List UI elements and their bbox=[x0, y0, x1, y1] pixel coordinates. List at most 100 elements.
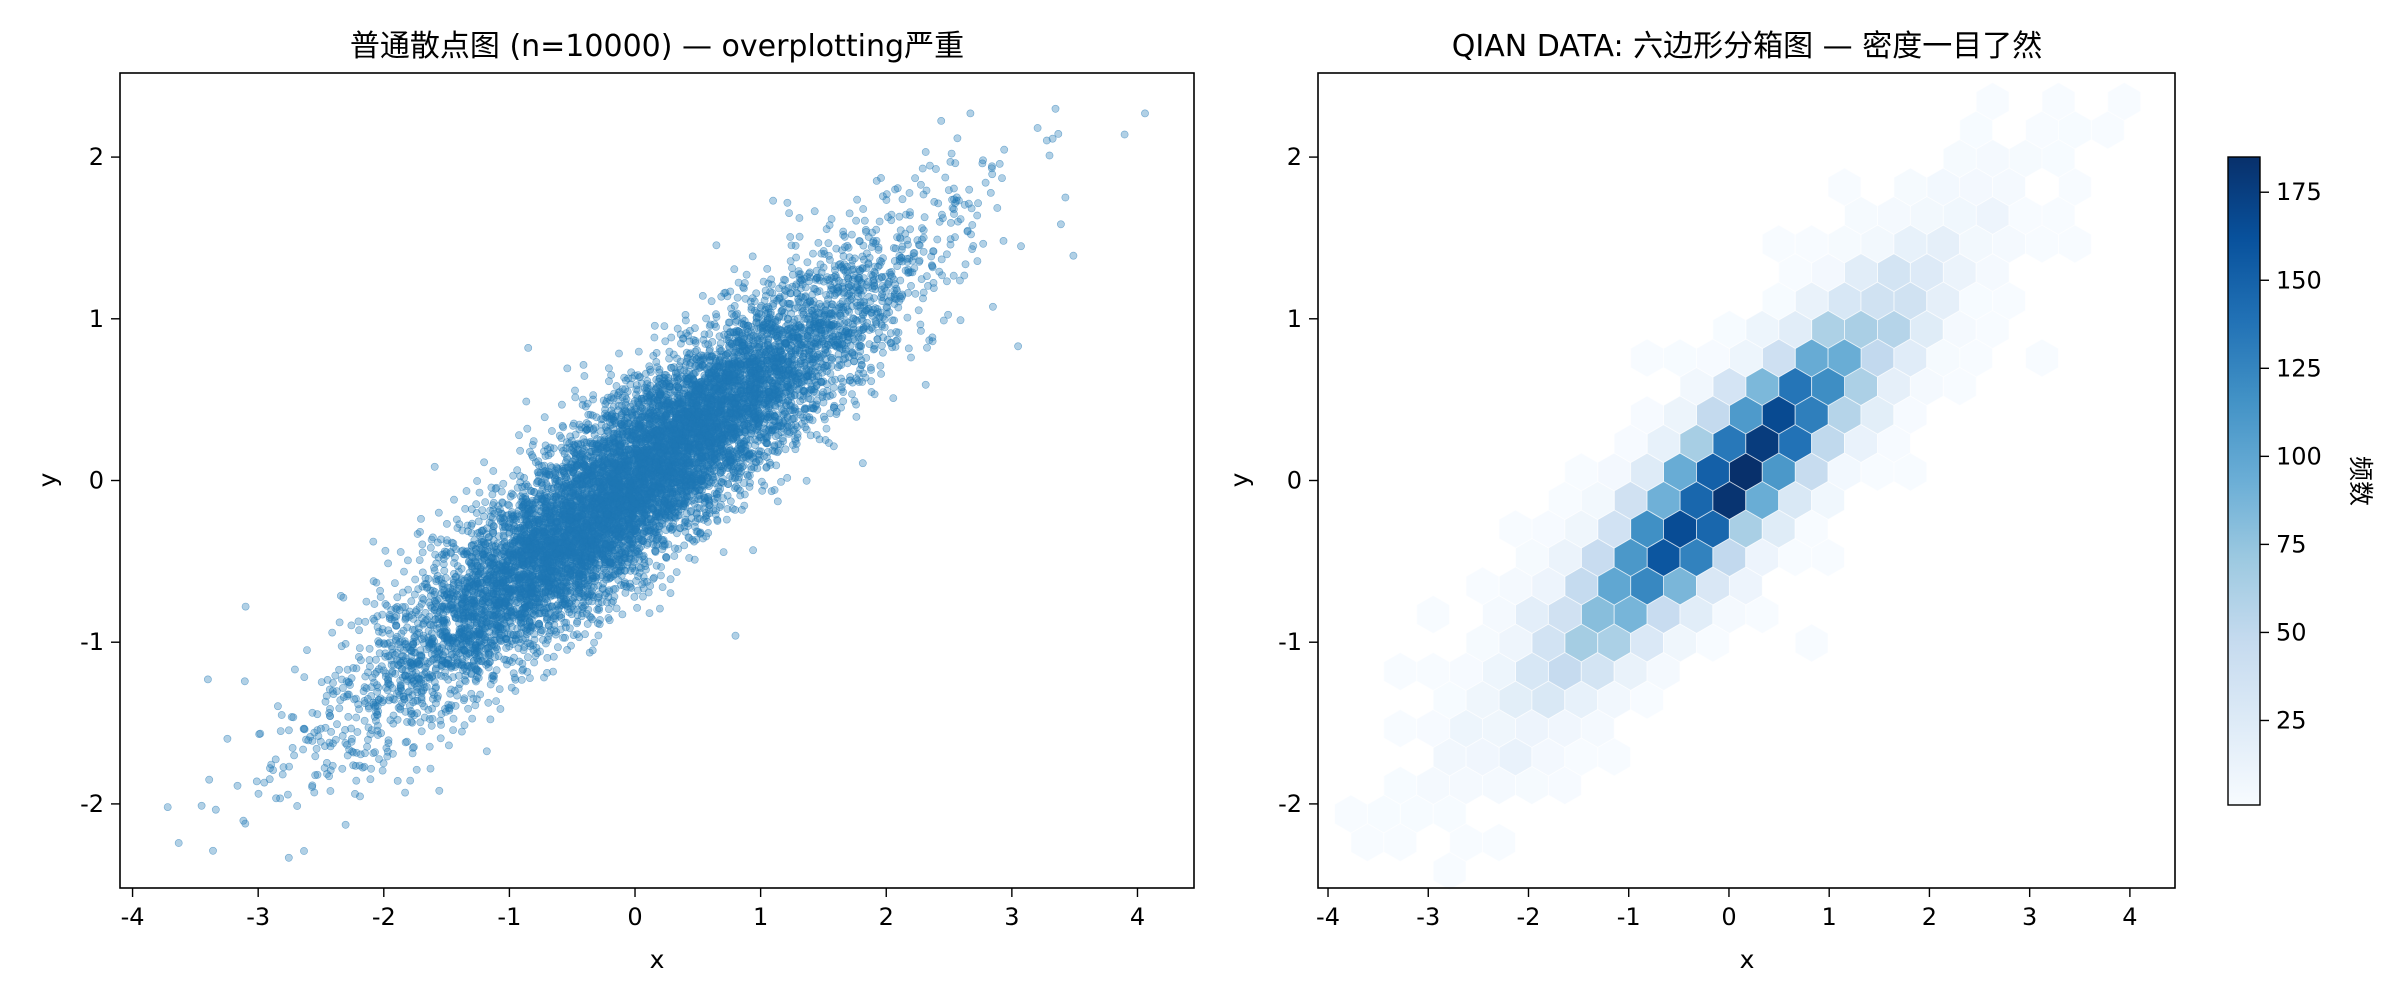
scatter-point bbox=[540, 413, 549, 422]
scatter-point bbox=[457, 564, 466, 573]
scatter-point bbox=[607, 371, 615, 379]
scatter-point bbox=[364, 735, 372, 744]
scatter-point bbox=[495, 685, 504, 693]
scatter-point bbox=[890, 316, 898, 325]
scatter-point bbox=[530, 658, 539, 667]
scatter-point bbox=[951, 159, 960, 168]
scatter-point bbox=[354, 617, 363, 626]
scatter-point bbox=[358, 763, 367, 772]
scatter-point bbox=[946, 157, 955, 166]
scatter-point bbox=[338, 764, 347, 773]
scatter-point bbox=[416, 528, 424, 536]
scatter-point bbox=[355, 705, 363, 714]
scatter-point bbox=[802, 476, 811, 485]
scatter-point bbox=[933, 235, 942, 244]
scatter-point bbox=[749, 546, 757, 555]
scatter-point bbox=[436, 734, 445, 743]
scatter-point bbox=[468, 714, 477, 723]
scatter-point bbox=[427, 721, 436, 730]
scatter-point bbox=[630, 593, 639, 601]
scatter-point bbox=[452, 515, 461, 524]
scatter-point bbox=[943, 277, 951, 286]
scatter-point bbox=[803, 258, 812, 267]
scatter-point bbox=[667, 333, 676, 342]
scatter-point bbox=[780, 275, 788, 284]
scatter-point bbox=[822, 424, 831, 433]
scatter-point bbox=[355, 644, 364, 652]
scatter-point bbox=[352, 776, 361, 785]
scatter-point bbox=[995, 159, 1004, 168]
scatter-point bbox=[848, 390, 856, 398]
scatter-point bbox=[354, 653, 363, 661]
scatter-point bbox=[365, 644, 374, 653]
scatter-point bbox=[882, 190, 891, 199]
scatter-point bbox=[786, 257, 795, 265]
scatter-point bbox=[712, 241, 721, 250]
scatter-point bbox=[361, 749, 369, 758]
scatter-point bbox=[254, 789, 263, 798]
scatter-point bbox=[579, 360, 588, 369]
scatter-point bbox=[820, 415, 829, 424]
scatter-point bbox=[571, 393, 580, 402]
scatter-point bbox=[680, 541, 689, 550]
scatter-point bbox=[767, 280, 776, 289]
scatter-point bbox=[876, 361, 885, 370]
scatter-point bbox=[859, 241, 868, 250]
scatter-point bbox=[787, 241, 796, 250]
scatter-point bbox=[511, 687, 520, 695]
scatter-point bbox=[875, 217, 884, 226]
scatter-point bbox=[390, 579, 399, 587]
scatter-point bbox=[960, 200, 969, 209]
scatter-point bbox=[657, 571, 665, 580]
scatter-point bbox=[961, 260, 970, 269]
scatter-point bbox=[462, 487, 471, 495]
scatter-point bbox=[953, 134, 962, 143]
scatter-point bbox=[255, 730, 264, 738]
scatter-points bbox=[163, 104, 1149, 862]
scatter-point bbox=[426, 764, 435, 773]
scatter-point bbox=[669, 350, 678, 359]
scatter-point bbox=[376, 593, 385, 601]
scatter-point bbox=[917, 180, 925, 189]
scatter-point bbox=[415, 556, 424, 564]
scatter-point bbox=[987, 164, 996, 173]
scatter-point bbox=[453, 524, 462, 532]
scatter-point bbox=[590, 638, 598, 647]
scatter-point bbox=[922, 186, 931, 195]
scatter-point bbox=[352, 713, 361, 722]
scatter-point bbox=[893, 184, 902, 193]
scatter-point bbox=[515, 431, 523, 440]
scatter-point bbox=[367, 726, 376, 734]
scatter-point bbox=[440, 566, 449, 575]
scatter-point bbox=[666, 589, 675, 597]
scatter-point bbox=[375, 755, 383, 763]
scatter-point bbox=[785, 209, 793, 217]
scatter-point bbox=[845, 209, 854, 218]
scatter-point bbox=[240, 677, 249, 686]
scatter-point bbox=[705, 330, 714, 338]
scatter-point bbox=[569, 631, 578, 639]
scatter-point bbox=[279, 763, 288, 772]
scatter-point bbox=[967, 230, 975, 239]
scatter-point bbox=[475, 488, 484, 497]
scatter-point bbox=[271, 755, 280, 764]
scatter-point bbox=[814, 238, 823, 247]
scatter-point bbox=[897, 245, 906, 254]
scatter-point bbox=[645, 609, 654, 617]
scatter-point bbox=[428, 704, 436, 713]
scatter-point bbox=[418, 548, 427, 557]
scatter-point bbox=[589, 395, 597, 404]
scatter-point bbox=[278, 770, 287, 779]
scatter-point bbox=[303, 646, 311, 654]
scatter-point bbox=[555, 431, 564, 440]
scatter-point bbox=[605, 364, 613, 373]
scatter-panel: 普通散点图 (n=10000) — overplotting严重 -4 -3 -2-… bbox=[33, 29, 1195, 974]
scatter-point bbox=[742, 270, 751, 279]
scatter-point bbox=[745, 482, 754, 491]
scatter-point bbox=[578, 400, 587, 409]
scatter-point bbox=[430, 462, 439, 471]
scatter-point bbox=[954, 217, 962, 226]
scatter-point bbox=[634, 347, 643, 356]
scatter-point bbox=[516, 446, 524, 455]
